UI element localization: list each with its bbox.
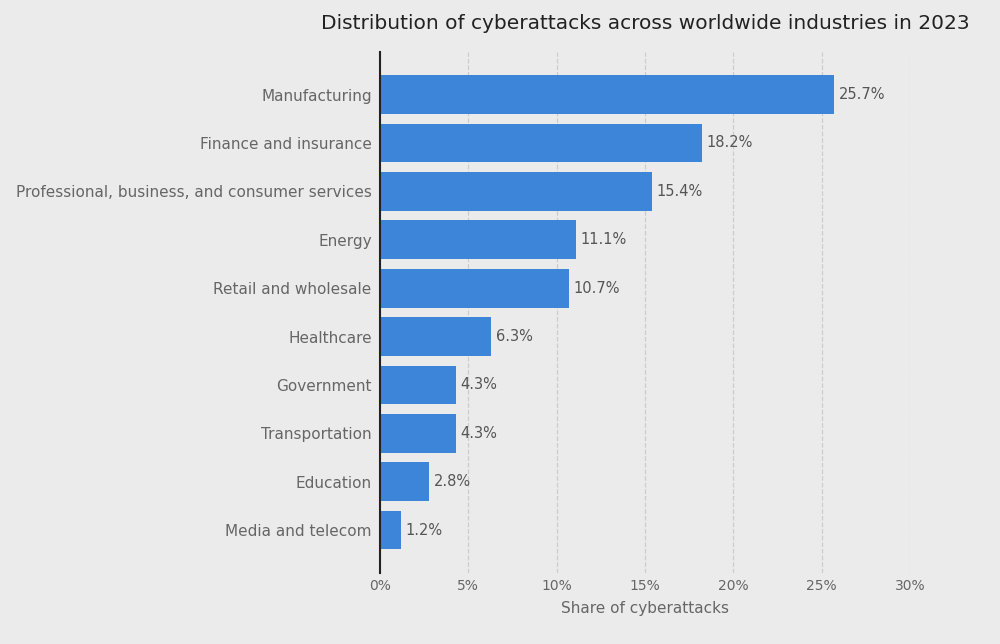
Text: 4.3%: 4.3% bbox=[460, 377, 497, 392]
Text: 11.1%: 11.1% bbox=[581, 232, 627, 247]
Text: 18.2%: 18.2% bbox=[706, 135, 752, 151]
Text: 1.2%: 1.2% bbox=[406, 522, 443, 538]
Bar bbox=[380, 220, 576, 259]
Text: 6.3%: 6.3% bbox=[496, 329, 533, 344]
Text: 4.3%: 4.3% bbox=[460, 426, 497, 440]
Bar bbox=[380, 317, 491, 356]
Bar bbox=[380, 462, 429, 501]
Bar bbox=[380, 511, 401, 549]
Bar bbox=[380, 75, 834, 114]
Bar bbox=[380, 124, 702, 162]
Title: Distribution of cyberattacks across worldwide industries in 2023: Distribution of cyberattacks across worl… bbox=[321, 14, 969, 33]
Bar bbox=[380, 366, 456, 404]
Text: 10.7%: 10.7% bbox=[573, 281, 620, 296]
Text: 15.4%: 15.4% bbox=[656, 184, 703, 199]
Bar bbox=[380, 414, 456, 453]
Bar bbox=[380, 269, 569, 307]
X-axis label: Share of cyberattacks: Share of cyberattacks bbox=[561, 601, 729, 616]
Text: 2.8%: 2.8% bbox=[434, 474, 471, 489]
Bar bbox=[380, 172, 652, 211]
Text: 25.7%: 25.7% bbox=[838, 87, 885, 102]
